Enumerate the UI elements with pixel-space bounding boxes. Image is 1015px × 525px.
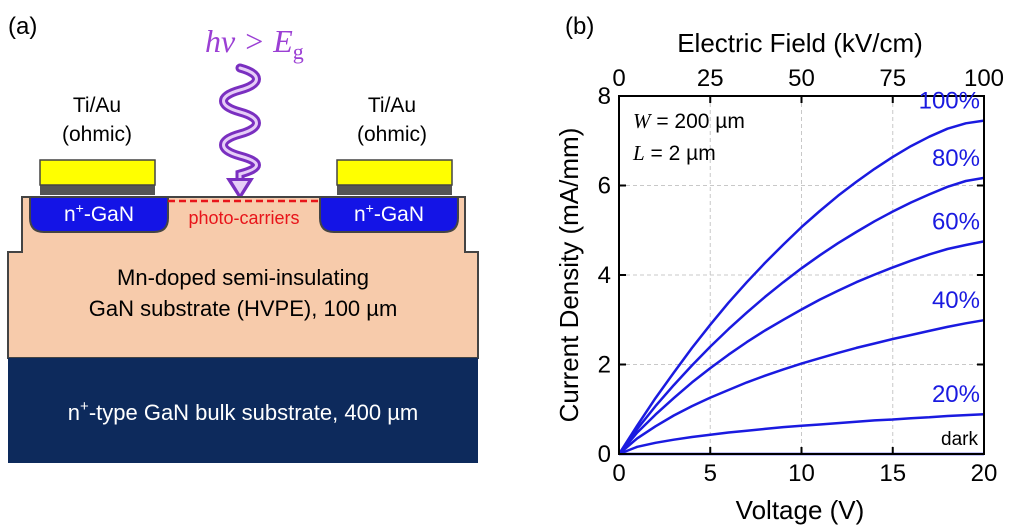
right-contact-gold xyxy=(336,159,453,186)
x-tick-label: 15 xyxy=(879,460,906,487)
series-line-20pct xyxy=(618,412,985,456)
right-contact-base xyxy=(337,185,452,195)
left-contact-gold xyxy=(39,159,156,186)
series-line-40pct xyxy=(618,318,985,455)
panel-a: (a) hν > Eg Ti/Au (ohmic) Ti/Au (ohmic) n+… xyxy=(7,13,479,463)
top-x-tick-label: 75 xyxy=(879,65,906,92)
left-contact-label-line1: Ti/Au xyxy=(73,94,121,117)
top-x-tick-label: 50 xyxy=(788,65,815,92)
y-tick-label: 0 xyxy=(598,441,611,468)
x-tick-label: 10 xyxy=(788,460,815,487)
right-n-plus-label: n+-GaN xyxy=(354,200,424,226)
y-tick-label: 2 xyxy=(598,352,611,379)
left-n-plus-region xyxy=(29,196,169,233)
x-tick-label: 20 xyxy=(971,460,998,487)
panel-a-label: (a) xyxy=(8,13,37,40)
y-tick-label: 8 xyxy=(598,83,611,110)
series-label-80pct: 80% xyxy=(932,145,980,172)
top-axis-title: Electric Field (kV/cm) xyxy=(677,28,923,58)
mn-doped-substrate xyxy=(7,196,479,359)
series-label-100pct: 100% xyxy=(919,88,980,115)
length-annotation: L = 2 µm xyxy=(632,141,716,165)
series-labels: dark 20% 40% 60% 80% 100% xyxy=(919,88,980,450)
x-tick-label: 0 xyxy=(612,460,625,487)
series-line-60pct xyxy=(618,240,985,455)
substrate-label-line1: Mn-doped semi-insulating xyxy=(117,265,369,290)
top-x-tick-label: 0 xyxy=(612,65,625,92)
series-label-60pct: 60% xyxy=(932,208,980,235)
series-label-40pct: 40% xyxy=(932,287,980,314)
panel-b-label: (b) xyxy=(565,13,594,40)
y-tick-label: 6 xyxy=(598,173,611,200)
top-x-tick-label: 100 xyxy=(964,65,1004,92)
bulk-substrate-label: n+-type GaN bulk substrate, 400 µm xyxy=(68,398,418,425)
series-line-100pct xyxy=(617,119,985,455)
x-tick-label: 5 xyxy=(704,460,717,487)
width-annotation: W = 200 µm xyxy=(633,109,745,133)
panel-b: (b) Electric Field (kV/cm) Voltage (V) C… xyxy=(554,13,1004,525)
photo-carriers-label: photo-carriers xyxy=(188,208,299,228)
bulk-substrate xyxy=(8,358,478,463)
series-label-dark: dark xyxy=(941,429,978,450)
y-axis-title: Current Density (mA/mm) xyxy=(554,128,584,423)
right-contact-label-line1: Ti/Au xyxy=(368,94,416,117)
series-label-20pct: 20% xyxy=(932,381,980,408)
right-n-plus-region xyxy=(319,196,459,233)
left-n-plus-label: n+-GaN xyxy=(64,200,134,226)
left-contact-base xyxy=(40,185,155,195)
top-x-tick-label: 25 xyxy=(697,65,724,92)
light-wave-icon xyxy=(219,63,261,200)
series-line-80pct xyxy=(617,176,985,455)
substrate-label-line2: GaN substrate (HVPE), 100 µm xyxy=(89,296,398,321)
left-contact-label-line2: (ohmic) xyxy=(62,123,132,146)
right-contact-label-line2: (ohmic) xyxy=(357,123,427,146)
photon-energy-label: hν > Eg xyxy=(205,23,304,64)
y-tick-label: 4 xyxy=(598,262,611,289)
x-axis-title: Voltage (V) xyxy=(736,495,865,525)
